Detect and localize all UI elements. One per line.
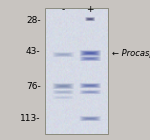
Text: 43-: 43- [26, 47, 40, 56]
Text: +: + [86, 5, 94, 14]
Text: 28-: 28- [26, 16, 40, 25]
Text: 113-: 113- [20, 114, 40, 123]
Bar [45, 8, 108, 134]
Text: -: - [61, 5, 65, 14]
Text: ← Procaspase-6: ← Procaspase-6 [112, 49, 150, 58]
Text: 76-: 76- [26, 82, 40, 91]
